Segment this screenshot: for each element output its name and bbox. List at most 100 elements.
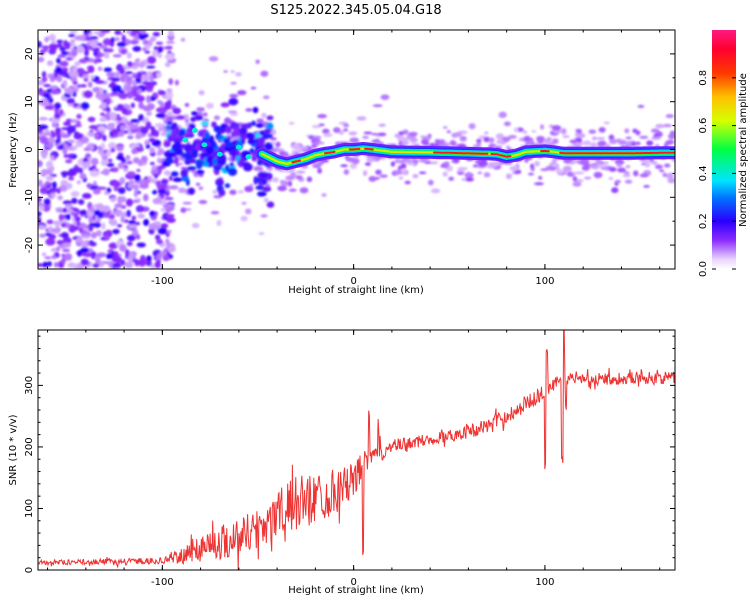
heatmap-cell — [39, 136, 48, 144]
heatmap-cell — [348, 131, 358, 136]
heatmap-cell — [113, 251, 119, 259]
heatmap-cell — [44, 105, 54, 110]
heatmap-cell — [55, 246, 61, 252]
heatmap-cell — [61, 242, 72, 248]
heatmap-cell — [379, 174, 388, 178]
heatmap-cell — [449, 141, 457, 145]
heatmap-cell — [205, 145, 215, 155]
heatmap-cell — [87, 210, 94, 218]
heatmap-cell — [56, 240, 64, 245]
heatmap-cell — [483, 172, 491, 178]
heatmap-cell — [138, 61, 145, 69]
heatmap-cell — [124, 261, 134, 269]
heatmap-cell — [125, 198, 134, 207]
heatmap-cell — [116, 155, 124, 161]
heatmap-cell — [180, 37, 186, 42]
heatmap-cell — [534, 161, 540, 167]
ridge-core — [364, 147, 374, 151]
heatmap-cell — [555, 169, 565, 174]
heatmap-cell — [109, 40, 115, 47]
heatmap-cell — [75, 220, 81, 227]
heatmap-cell — [169, 185, 179, 190]
heatmap-cell — [446, 130, 452, 134]
heatmap-cell — [576, 133, 586, 139]
heatmap-cell — [251, 120, 256, 127]
heatmap-cell — [79, 209, 87, 216]
heatmap-cell — [42, 205, 51, 212]
heatmap-cell — [68, 71, 79, 78]
heatmap-cell — [451, 132, 458, 138]
heatmap-cell — [158, 165, 165, 169]
heatmap-cell — [370, 132, 379, 136]
heatmap-cell — [62, 148, 68, 155]
heatmap-cell — [312, 164, 321, 168]
heatmap-cell — [90, 74, 95, 80]
snr-x-tick-label: -100 — [151, 577, 174, 588]
heatmap-cell — [240, 215, 248, 222]
heatmap-cell — [555, 166, 560, 170]
heatmap-cell — [257, 136, 266, 146]
heatmap-cell — [78, 58, 88, 64]
heatmap-cell — [529, 163, 535, 169]
heatmap-cell — [616, 163, 623, 168]
heatmap-cell — [166, 111, 173, 117]
heatmap-cell — [105, 97, 111, 106]
heatmap-cell — [158, 108, 168, 113]
heatmap-cell — [498, 111, 507, 119]
heatmap-cell — [45, 143, 54, 149]
heatmap-cell — [133, 186, 140, 192]
heatmap-cell — [235, 72, 242, 77]
heatmap-cell — [60, 133, 71, 139]
heatmap-cell — [132, 157, 140, 164]
heatmap-cell — [338, 121, 348, 125]
heatmap-cell — [231, 156, 236, 162]
heatmap-cell — [58, 213, 64, 222]
heatmap-cell — [533, 182, 544, 186]
ridge-core — [490, 153, 512, 158]
heatmap-cell — [125, 249, 130, 257]
heatmap-cell — [229, 189, 237, 195]
heatmap-cell — [618, 139, 625, 143]
heatmap-cell — [134, 174, 141, 182]
heatmap-cell — [56, 57, 61, 64]
heatmap-cell — [38, 225, 46, 229]
heatmap-cell — [111, 128, 119, 136]
heatmap-cell — [263, 197, 269, 203]
heatmap-cell — [373, 176, 380, 181]
heatmap-cell — [217, 160, 227, 165]
heatmap-cell — [255, 177, 261, 183]
heatmap-cell — [167, 245, 176, 253]
heatmap-cell — [125, 30, 131, 34]
heatmap-cell — [88, 166, 94, 172]
heatmap-cell — [162, 124, 167, 133]
heatmap-cell — [76, 120, 81, 127]
heatmap-cell — [157, 53, 163, 58]
heatmap-cell — [245, 154, 252, 160]
heatmap-cell — [43, 198, 51, 206]
heatmap-cell — [155, 41, 164, 45]
heatmap-cell — [156, 238, 164, 245]
ridge-core — [323, 150, 336, 155]
heatmap-cell — [402, 129, 409, 135]
heatmap-cell — [82, 161, 91, 168]
heatmap-cell — [49, 130, 55, 139]
heatmap-cell — [408, 131, 418, 137]
heatmap-cell — [242, 123, 251, 129]
heatmap-cell — [73, 132, 83, 140]
heatmap-cell — [588, 129, 597, 134]
heatmap-cell — [116, 224, 123, 228]
heatmap-cell — [102, 213, 112, 218]
heatmap-cell — [56, 187, 61, 194]
heatmap-cell — [478, 160, 486, 167]
heatmap-cell — [644, 161, 651, 168]
heatmap-cell — [191, 222, 200, 229]
heatmap-cell — [106, 253, 113, 260]
heatmap-cell — [84, 265, 89, 269]
colorbar-ticks: 0.0 0.2 0.4 0.6 0.8 — [698, 70, 736, 277]
heatmap-cell — [623, 171, 630, 175]
heatmap-cell — [162, 254, 170, 262]
heatmap-cell — [55, 207, 64, 212]
heatmap-cell — [74, 61, 81, 67]
heatmap-cell — [160, 183, 168, 190]
heatmap-cell — [81, 253, 92, 257]
